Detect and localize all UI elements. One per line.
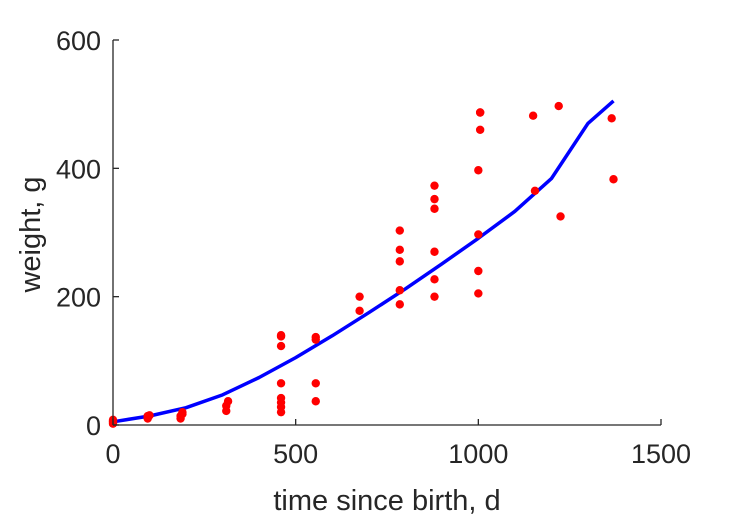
data-point: [395, 257, 404, 266]
data-point: [607, 114, 616, 123]
points-layer: [108, 101, 618, 428]
data-point: [395, 300, 404, 309]
y-tick-label: 600: [56, 26, 101, 56]
data-point: [430, 204, 439, 213]
data-point: [430, 292, 439, 301]
data-point: [554, 101, 563, 111]
data-point: [556, 212, 565, 221]
data-point: [276, 393, 286, 403]
data-point: [430, 194, 439, 204]
y-axis-title: weight, g: [15, 176, 47, 293]
data-point: [395, 226, 404, 235]
data-point: [276, 379, 286, 388]
ticks-layer: 0 500 1000 1500 0 200 400 600: [56, 26, 691, 469]
data-point: [311, 379, 320, 388]
x-tick-label: 1500: [631, 439, 691, 469]
data-point: [311, 397, 320, 406]
data-point: [474, 166, 483, 175]
fit-layer: [112, 99, 615, 424]
data-point: [475, 108, 485, 117]
data-point: [178, 407, 187, 417]
data-point: [609, 175, 618, 184]
data-point: [474, 289, 483, 298]
axes-layer: [112, 40, 661, 426]
x-axis-title: time since birth, d: [273, 485, 500, 517]
data-point: [474, 230, 483, 239]
data-point: [276, 330, 286, 340]
data-point: [430, 247, 439, 256]
data-point: [311, 332, 320, 342]
x-tick-label: 1000: [448, 439, 508, 469]
data-point: [223, 397, 233, 406]
data-point: [355, 292, 364, 301]
data-point: [355, 306, 364, 315]
data-point: [395, 286, 404, 295]
x-tick-label: 500: [273, 439, 318, 469]
data-point: [276, 341, 286, 351]
data-point: [530, 186, 540, 195]
x-tick-label: 0: [105, 439, 120, 469]
data-point: [474, 266, 483, 276]
data-point: [430, 275, 439, 284]
y-tick-label: 400: [56, 154, 101, 184]
data-point: [145, 411, 154, 420]
data-point: [475, 125, 485, 135]
fit-curve: [112, 99, 615, 424]
y-tick-label: 200: [56, 283, 101, 313]
y-tick-label: 0: [86, 411, 101, 441]
data-point: [528, 111, 538, 120]
data-point: [430, 181, 439, 190]
data-point: [395, 245, 404, 255]
